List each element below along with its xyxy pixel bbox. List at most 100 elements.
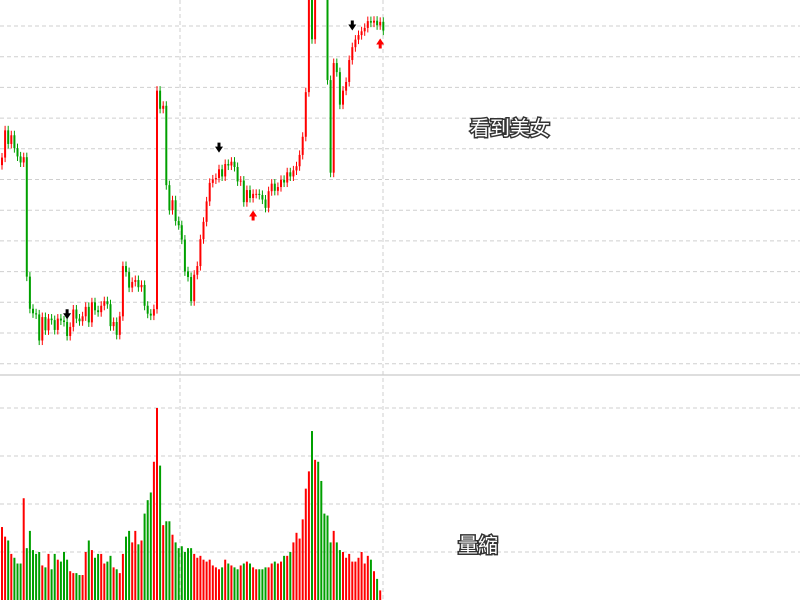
volume-bar bbox=[202, 559, 205, 600]
volume-bar bbox=[258, 569, 261, 600]
volume-bar bbox=[230, 565, 233, 600]
volume-bar bbox=[373, 571, 375, 600]
volume-bar bbox=[252, 567, 255, 600]
candle-body bbox=[90, 302, 93, 323]
candle-body bbox=[270, 183, 273, 192]
candle-body bbox=[53, 320, 56, 330]
volume-bar bbox=[301, 519, 304, 600]
up-arrow-icon bbox=[376, 38, 385, 49]
volume-bar bbox=[162, 525, 165, 600]
volume-bar bbox=[159, 465, 162, 600]
volume-bar bbox=[131, 542, 134, 600]
volume-bar bbox=[323, 513, 326, 600]
volume-bar bbox=[264, 567, 267, 600]
candle-body bbox=[298, 154, 301, 167]
volume-bar bbox=[208, 559, 211, 600]
candle-body bbox=[190, 277, 193, 302]
candle-body bbox=[152, 309, 155, 316]
candle-body bbox=[267, 191, 270, 208]
vertical-grid-lines bbox=[179, 0, 384, 600]
candle-body bbox=[168, 185, 171, 211]
volume-bar bbox=[354, 561, 357, 600]
volume-bar bbox=[295, 532, 298, 600]
candle-body bbox=[342, 90, 344, 105]
candle-body bbox=[174, 200, 177, 222]
volume-bar bbox=[7, 540, 10, 600]
volume-bar bbox=[112, 567, 115, 600]
volume-bar bbox=[193, 553, 196, 600]
volume-bar bbox=[10, 553, 13, 600]
volume-bar bbox=[236, 569, 239, 600]
candle-body bbox=[137, 280, 140, 288]
volume-bar bbox=[351, 561, 354, 600]
volume-bar bbox=[255, 569, 258, 600]
volume-bar bbox=[56, 559, 59, 600]
volume-bar bbox=[115, 569, 118, 600]
down-arrow-icon bbox=[215, 142, 223, 153]
price-panel-grid bbox=[0, 25, 800, 365]
volume-bar bbox=[233, 567, 236, 600]
volume-bar bbox=[66, 559, 69, 600]
candle-body bbox=[311, 0, 313, 40]
candle-body bbox=[199, 239, 202, 267]
volume-bar bbox=[326, 515, 329, 600]
volume-bar bbox=[118, 573, 121, 600]
volume-bar bbox=[121, 553, 124, 600]
candle-body bbox=[162, 105, 165, 109]
candle-body bbox=[87, 306, 90, 323]
candle-body bbox=[354, 39, 357, 48]
volume-bar bbox=[283, 555, 286, 600]
candle-body bbox=[134, 280, 137, 282]
volume-bar bbox=[100, 553, 103, 600]
candle-body bbox=[292, 170, 295, 177]
candle-body bbox=[1, 157, 3, 166]
volume-bar bbox=[211, 565, 214, 600]
candle-body bbox=[115, 321, 118, 335]
volume-bar bbox=[103, 563, 106, 600]
volume-bar bbox=[221, 567, 224, 600]
candle-body bbox=[84, 306, 87, 317]
volume-bar bbox=[25, 548, 28, 600]
volume-bar bbox=[190, 548, 193, 600]
volume-bar bbox=[84, 552, 87, 600]
volume-bar bbox=[196, 557, 199, 600]
candle-body bbox=[125, 266, 127, 273]
candle-body bbox=[131, 281, 134, 288]
volume-bar bbox=[348, 553, 351, 600]
volume-bar bbox=[227, 563, 230, 600]
candle-body bbox=[382, 21, 385, 31]
candle-body bbox=[183, 239, 186, 272]
candle-body bbox=[94, 302, 96, 311]
candle-body bbox=[276, 187, 279, 191]
volume-bar bbox=[357, 557, 360, 600]
candle-body bbox=[304, 92, 307, 137]
down-arrow-icon bbox=[348, 20, 357, 31]
candle-body bbox=[78, 318, 81, 322]
candle-body bbox=[208, 182, 211, 202]
volume-bar bbox=[28, 530, 31, 600]
candle-body bbox=[363, 27, 366, 32]
candle-body bbox=[335, 63, 338, 73]
candle-body bbox=[177, 221, 180, 226]
volume-bar bbox=[149, 492, 152, 600]
volume-bar bbox=[94, 557, 96, 600]
candle-body bbox=[233, 161, 236, 168]
candle-body bbox=[193, 274, 196, 302]
candle-body bbox=[376, 20, 379, 26]
candle-body bbox=[112, 321, 115, 327]
candle-body bbox=[301, 136, 304, 155]
candle-body bbox=[314, 0, 317, 40]
volume-bar bbox=[214, 567, 217, 600]
volume-bar bbox=[218, 569, 220, 600]
volume-bar bbox=[137, 544, 140, 600]
volume-bar bbox=[87, 540, 90, 600]
volume-bar bbox=[168, 521, 171, 600]
candle-body bbox=[128, 272, 131, 288]
candle-body bbox=[369, 21, 372, 23]
candle-body bbox=[357, 35, 360, 40]
candle-body bbox=[258, 193, 261, 195]
volume-bar bbox=[13, 557, 16, 600]
candle-body bbox=[289, 172, 292, 177]
volume-bar bbox=[342, 552, 344, 600]
volume-bar bbox=[224, 559, 227, 600]
